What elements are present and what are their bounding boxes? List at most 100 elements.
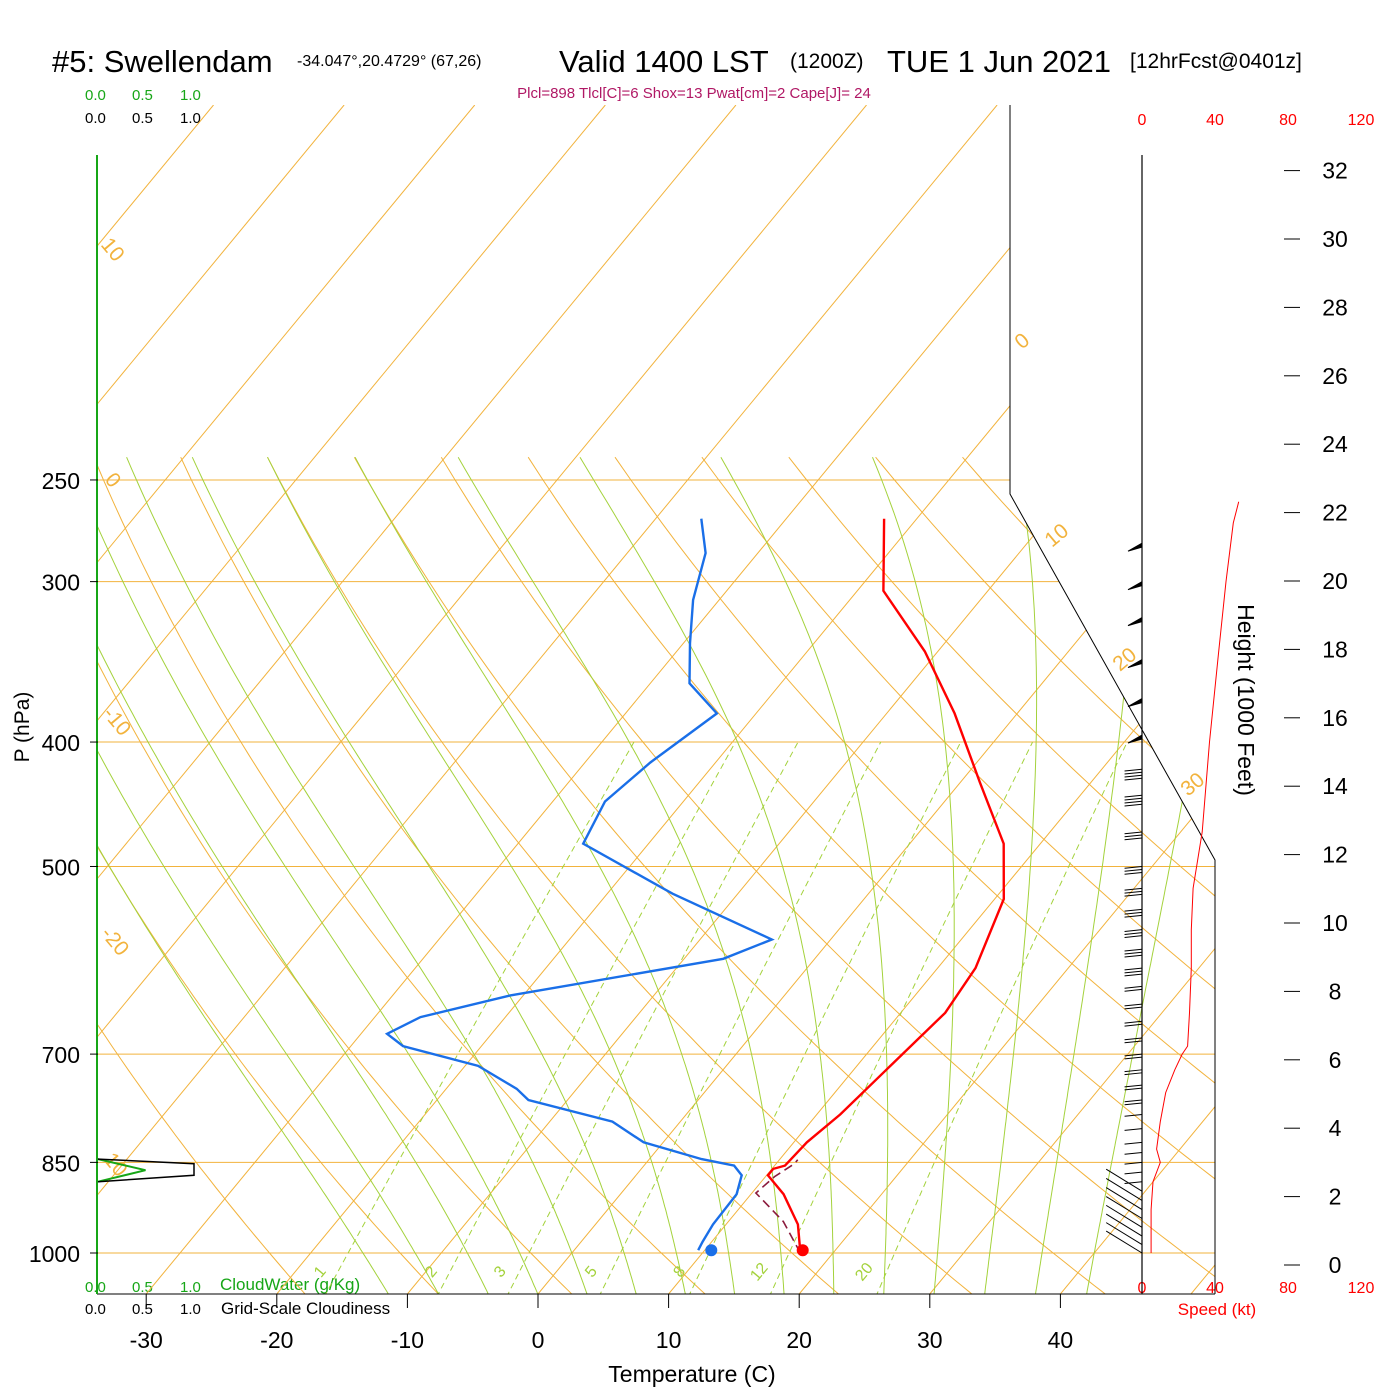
mixing-ratio-line (501, 741, 799, 1294)
station-coords: -34.047°,20.4729° (67,26) (297, 53, 481, 70)
cloudwater-label: CloudWater (g/Kg) (220, 1275, 360, 1294)
isotherm-line (98, 105, 998, 1294)
speed-top-tick-0: 0 (1138, 112, 1147, 129)
mixing-ratio-label: 5 (582, 1263, 601, 1281)
wind-barb (1124, 1099, 1143, 1106)
wind-barb (1105, 1213, 1143, 1237)
speed-axis-label: Speed (kt) (1178, 1300, 1256, 1319)
speed-top-tick-80: 80 (1279, 112, 1297, 129)
x-tick-label: 20 (786, 1327, 812, 1353)
mixing-ratio-line (593, 741, 882, 1294)
mixing-ratio-line (318, 741, 635, 1294)
cloudwater-profile (97, 1158, 146, 1183)
isotherm-line (98, 105, 737, 1294)
wind-barb (1124, 948, 1143, 958)
bottom-cloudiness-tick-0: 0.0 (85, 1301, 106, 1318)
wind-barb (1105, 1204, 1143, 1228)
isotherm-label: 10 (96, 233, 129, 266)
wind-barb (1124, 794, 1143, 807)
y-axis-label: P (hPa) (11, 692, 34, 763)
height-tick-label: 24 (1322, 431, 1348, 457)
wind-barb (1124, 1151, 1143, 1155)
dry-adiabat (353, 456, 1122, 1294)
isotherm-line (407, 105, 1215, 1294)
height-tick-label: 20 (1322, 568, 1348, 594)
surface-temperature-dot (796, 1244, 809, 1257)
moist-adiabat (98, 457, 446, 1294)
height-tick-label: 12 (1322, 842, 1348, 868)
wind-layer (1105, 155, 1240, 1294)
mixing-ratio-line (431, 741, 736, 1294)
speed-top-tick-40: 40 (1206, 112, 1224, 129)
height-tick-label: 8 (1329, 978, 1342, 1004)
mixing-ratio-line (764, 741, 1034, 1294)
bottom-cloudwater-tick-2: 1.0 (180, 1279, 201, 1296)
height-axis-label: Height (1000 Feet) (1233, 604, 1259, 796)
wind-barb (1124, 831, 1143, 841)
wind-barb (1127, 542, 1143, 552)
isotherm-line (98, 105, 345, 1294)
wind-barb (1124, 1113, 1143, 1117)
wind-barb (1124, 1053, 1143, 1060)
isotherm-label: 0 (100, 468, 125, 492)
parcel-line (754, 1159, 802, 1254)
isotherm-label: 10 (99, 1148, 132, 1181)
wind-barb (1124, 1171, 1143, 1175)
isotherm-label: -20 (96, 922, 133, 960)
mixing-ratio-line (871, 741, 1128, 1294)
moist-adiabat (354, 456, 737, 1294)
wind-barb (1124, 1128, 1143, 1131)
moist-adiabat (126, 457, 592, 1294)
top-cloudiness-tick-0: 0.0 (85, 110, 106, 127)
wind-barb (1124, 1037, 1143, 1044)
x-tick-label: -20 (260, 1327, 293, 1353)
moist-adiabat (267, 456, 689, 1294)
x-tick-label: 30 (917, 1327, 943, 1353)
isotherm-line (98, 105, 476, 1294)
x-axis-label: Temperature (C) (608, 1361, 775, 1387)
top-cloudwater-tick-0: 0.0 (85, 87, 106, 104)
isotherm-label: 20 (1108, 643, 1141, 676)
wind-speed-profile (1150, 501, 1240, 1253)
p-tick-label: 700 (42, 1042, 80, 1068)
dry-adiabat (788, 456, 1215, 1294)
forecast-date: TUE 1 Jun 2021 (887, 44, 1111, 79)
wind-barb (1124, 768, 1143, 781)
forecast-run: [12hrFcst@0401z] (1130, 50, 1302, 73)
p-tick-label: 250 (42, 468, 80, 494)
height-tick-label: 22 (1322, 500, 1348, 526)
dewpoint-line (384, 518, 775, 1251)
mixing-ratio-line (683, 741, 962, 1294)
isotherm-label: 30 (1176, 768, 1209, 801)
valid-time: Valid 1400 LST (559, 44, 769, 79)
wind-barb (1124, 985, 1143, 992)
mixing-ratio-label: 8 (670, 1263, 689, 1281)
wind-barb (1105, 1230, 1143, 1254)
moist-adiabat (579, 456, 835, 1294)
top-cloudiness-tick-1: 0.5 (132, 110, 153, 127)
wind-barb (1124, 929, 1143, 938)
height-tick-label: 4 (1329, 1115, 1342, 1141)
frame-layer (96, 105, 1216, 1295)
isotherm-label: 0 (1010, 329, 1034, 354)
mixing-ratio-label: 3 (491, 1263, 510, 1281)
isotherm-line (98, 105, 606, 1294)
dry-adiabat (875, 456, 1215, 1294)
isotherm-line (1190, 105, 1215, 1294)
p-tick-label: 500 (42, 854, 80, 880)
isotherm-line (798, 105, 1215, 1294)
dry-adiabat (614, 456, 1215, 1294)
top-cloudwater-tick-1: 0.5 (132, 87, 153, 104)
p-tick-label: 400 (42, 730, 80, 756)
temperature-line (766, 518, 1006, 1254)
isotherm-line (98, 105, 867, 1294)
dry-adiabat (1135, 456, 1215, 1294)
moist-adiabat (98, 457, 495, 1294)
height-tick-label: 32 (1322, 158, 1348, 184)
wind-barb (1124, 1181, 1143, 1184)
p-tick-label: 1000 (29, 1241, 80, 1267)
mixing-ratio-label: 2 (422, 1263, 441, 1281)
cloudiness-profile (97, 1158, 195, 1183)
dry-adiabat (440, 456, 1215, 1294)
